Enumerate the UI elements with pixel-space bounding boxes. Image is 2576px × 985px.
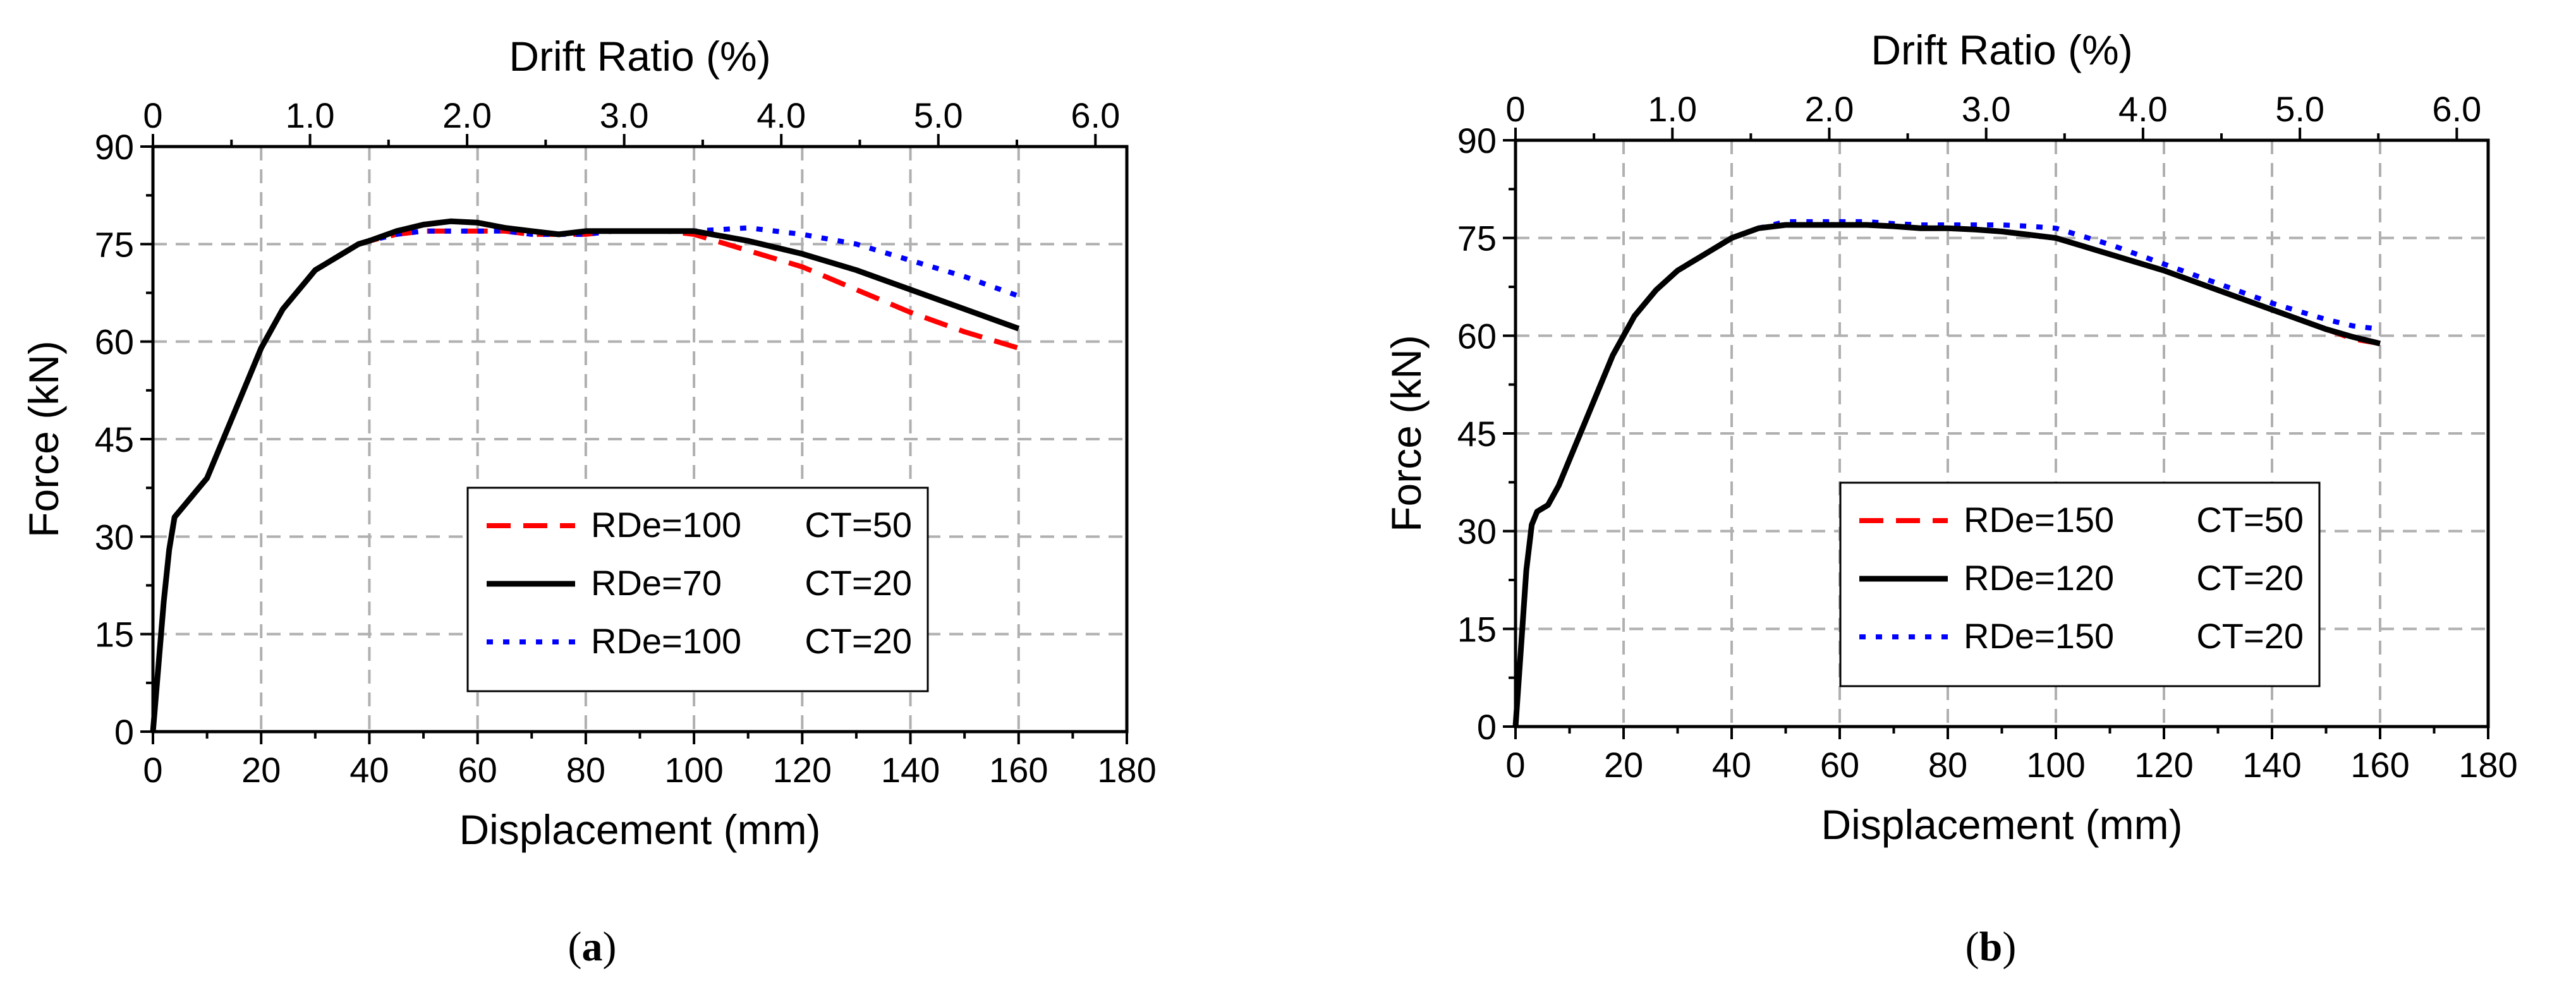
legend-label-3-ct: CT=20 — [805, 621, 912, 661]
legend-label-1-ct: CT=50 — [2196, 500, 2304, 540]
x-tick-label: 20 — [1604, 745, 1643, 785]
x-tick-label: 100 — [664, 750, 723, 790]
panel-caption: (a) — [568, 924, 617, 970]
x-tick-label: 140 — [881, 750, 940, 790]
y-tick-label: 75 — [1457, 219, 1497, 258]
legend-label-2-ct: CT=20 — [805, 563, 912, 603]
legend-entry-3: RDe=100 CT=20 — [487, 621, 912, 661]
x2-tick-label: 0 — [1505, 89, 1525, 129]
y-tick-label: 75 — [95, 224, 134, 264]
y-tick-label: 45 — [1457, 414, 1497, 454]
legend-box — [466, 486, 929, 692]
legend-label-2: RDe=70 — [591, 563, 722, 603]
x-axis-title: Displacement (mm) — [459, 806, 820, 853]
x-tick-label: 100 — [2026, 745, 2085, 785]
legend-label-3: RDe=150 — [1964, 616, 2114, 656]
x-tick-label: 60 — [458, 750, 497, 790]
legend-label-1: RDe=150 — [1964, 500, 2114, 540]
panel-caption: (b) — [1965, 924, 2017, 970]
x2-tick-label: 0 — [143, 95, 162, 135]
x-tick-label: 80 — [566, 750, 605, 790]
x2-tick-label: 6.0 — [1071, 95, 1120, 135]
x2-tick-label: 2.0 — [1805, 89, 1854, 129]
series-lines — [150, 218, 1020, 732]
y-tick-label: 0 — [1477, 707, 1497, 747]
series-line-2 — [1512, 222, 2381, 727]
series-line-2 — [150, 218, 1020, 732]
x2-tick-labels: 0 1.0 2.0 3.0 4.0 5.0 6.0 — [1505, 89, 2481, 129]
legend-entry-1: RDe=100 CT=50 — [487, 505, 912, 545]
legend-label-1-ct: CT=50 — [805, 505, 912, 545]
y-tick-label: 30 — [95, 517, 134, 557]
x2-tick-label: 5.0 — [914, 95, 963, 135]
y-tick-label: 30 — [1457, 512, 1497, 552]
y-tick-label: 90 — [1457, 121, 1497, 160]
x-tick-labels: 0 20 40 60 80 100 120 140 160 180 — [143, 750, 1156, 790]
x-tick-label: 120 — [773, 750, 832, 790]
legend-entry-3: RDe=150 CT=20 — [1859, 616, 2304, 656]
legend-label-3-ct: CT=20 — [2196, 616, 2304, 656]
y-axis-title: Force (kN) — [1383, 335, 1430, 532]
x2-tick-label: 6.0 — [2432, 89, 2481, 129]
x-tick-label: 0 — [1505, 745, 1525, 785]
x2-tick-label: 3.0 — [600, 95, 649, 135]
series-lines — [1512, 219, 2381, 727]
legend-box — [1839, 481, 2321, 687]
x-tick-label: 160 — [2350, 745, 2409, 785]
legend-entry-2: RDe=120 CT=20 — [1859, 558, 2304, 598]
y-tick-label: 45 — [95, 420, 134, 459]
x-tick-label: 80 — [1928, 745, 1967, 785]
y-tick-label: 15 — [95, 615, 134, 655]
x-tick-label: 20 — [241, 750, 281, 790]
x2-tick-label: 5.0 — [2275, 89, 2324, 129]
chart-panel-b: 0 20 40 60 80 100 120 140 160 180 0 15 30 45 60 75 90 0… — [1383, 27, 2518, 970]
x-tick-label: 180 — [2458, 745, 2517, 785]
legend-label-3: RDe=100 — [591, 621, 741, 661]
x-tick-label: 120 — [2134, 745, 2193, 785]
x2-axis-title: Drift Ratio (%) — [509, 33, 770, 80]
y-tick-label: 60 — [95, 322, 134, 362]
y-tick-labels: 0 15 30 45 60 75 90 — [1457, 121, 1497, 747]
legend: RDe=100 CT=50 RDe=70 CT=20 RDe=100 CT=20 — [466, 486, 929, 692]
legend: RDe=150 CT=50 RDe=120 CT=20 RDe=150 CT=2… — [1839, 481, 2321, 687]
y-tick-label: 15 — [1457, 609, 1497, 649]
legend-entry-2: RDe=70 CT=20 — [487, 563, 912, 603]
x-tick-label: 0 — [143, 750, 162, 790]
legend-entry-1: RDe=150 CT=50 — [1859, 500, 2304, 540]
chart-panel-a: 0 20 40 60 80 100 120 140 160 180 0 15 30 45 60 75 90 0… — [20, 33, 1157, 970]
x-tick-labels: 0 20 40 60 80 100 120 140 160 180 — [1505, 745, 2517, 785]
x2-tick-label: 4.0 — [756, 95, 806, 135]
x-axis-title: Displacement (mm) — [1821, 801, 2182, 848]
x-tick-label: 140 — [2242, 745, 2301, 785]
x-tick-label: 60 — [1820, 745, 1859, 785]
y-axis-title: Force (kN) — [20, 341, 67, 538]
x2-axis-title: Drift Ratio (%) — [1871, 27, 2132, 73]
x-tick-label: 40 — [349, 750, 389, 790]
y-tick-label: 0 — [114, 712, 134, 752]
y-tick-labels: 0 15 30 45 60 75 90 — [95, 127, 134, 752]
tick-marks — [140, 134, 1128, 744]
x2-tick-label: 1.0 — [1648, 89, 1697, 129]
y-tick-label: 90 — [95, 127, 134, 167]
x2-tick-label: 4.0 — [2118, 89, 2168, 129]
legend-label-1: RDe=100 — [591, 505, 741, 545]
x2-tick-label: 2.0 — [442, 95, 492, 135]
legend-label-2: RDe=120 — [1964, 558, 2114, 598]
x2-tick-labels: 0 1.0 2.0 3.0 4.0 5.0 6.0 — [143, 95, 1120, 135]
x2-tick-label: 1.0 — [286, 95, 335, 135]
x-tick-label: 180 — [1097, 750, 1156, 790]
x-tick-label: 160 — [989, 750, 1048, 790]
tick-marks — [1503, 128, 2489, 739]
x2-tick-label: 3.0 — [1962, 89, 2011, 129]
x-tick-label: 40 — [1712, 745, 1751, 785]
legend-label-2-ct: CT=20 — [2196, 558, 2304, 598]
y-tick-label: 60 — [1457, 316, 1497, 356]
